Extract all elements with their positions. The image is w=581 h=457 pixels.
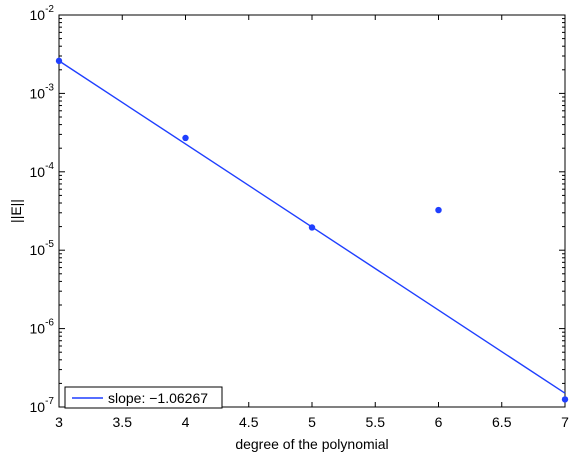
y-tick-exponent: -4: [45, 161, 54, 172]
x-tick-label: 4.5: [239, 414, 259, 430]
plot-area: [58, 14, 566, 408]
y-tick-exponent: -3: [45, 82, 54, 93]
y-tick-exponent: -7: [45, 396, 54, 407]
y-tick-base: 10: [30, 399, 46, 415]
y-tick-base: 10: [30, 7, 46, 23]
x-tick-label: 5.5: [366, 414, 386, 430]
y-tick-base: 10: [30, 164, 46, 180]
x-axis: 3 3.5 4 4.5 5 5.5 6 6.5 7: [55, 15, 569, 430]
data-point: [55, 57, 63, 65]
y-tick-label: 10-3: [30, 82, 55, 101]
y-tick-base: 10: [30, 321, 46, 337]
y-tick-exponent: -2: [45, 4, 54, 15]
data-point: [182, 134, 189, 142]
y-tick-exponent: -6: [45, 318, 54, 329]
y-tick-label: 10-7: [30, 396, 55, 415]
y-tick-label: 10-2: [30, 4, 55, 23]
x-tick-label: 3: [55, 414, 63, 430]
x-tick-label: 6: [435, 414, 443, 430]
x-tick-label: 4: [182, 414, 190, 430]
data-point: [308, 224, 316, 231]
data-point: [435, 206, 442, 214]
y-tick-exponent: -5: [45, 239, 54, 250]
legend-label: slope: −1.06267: [108, 390, 208, 406]
x-axis-label: degree of the polynomial: [235, 436, 388, 452]
data-point: [561, 396, 569, 403]
series-layer: [55, 57, 569, 403]
y-axis-label: ||E||: [8, 199, 24, 223]
legend-box: [64, 386, 223, 409]
x-tick-label: 3.5: [113, 414, 133, 430]
y-tick-label: 10-5: [30, 239, 55, 258]
x-tick-label: 5: [308, 414, 316, 430]
y-tick-base: 10: [30, 242, 46, 258]
y-tick-label: 10-4: [30, 161, 55, 180]
legend: slope: −1.06267: [64, 386, 223, 409]
x-tick-label: 7: [561, 414, 569, 430]
y-tick-base: 10: [30, 85, 46, 101]
y-axis: 10-710-610-510-410-310-2: [30, 4, 565, 415]
y-tick-label: 10-6: [30, 318, 55, 337]
x-tick-label: 6.5: [492, 414, 512, 430]
